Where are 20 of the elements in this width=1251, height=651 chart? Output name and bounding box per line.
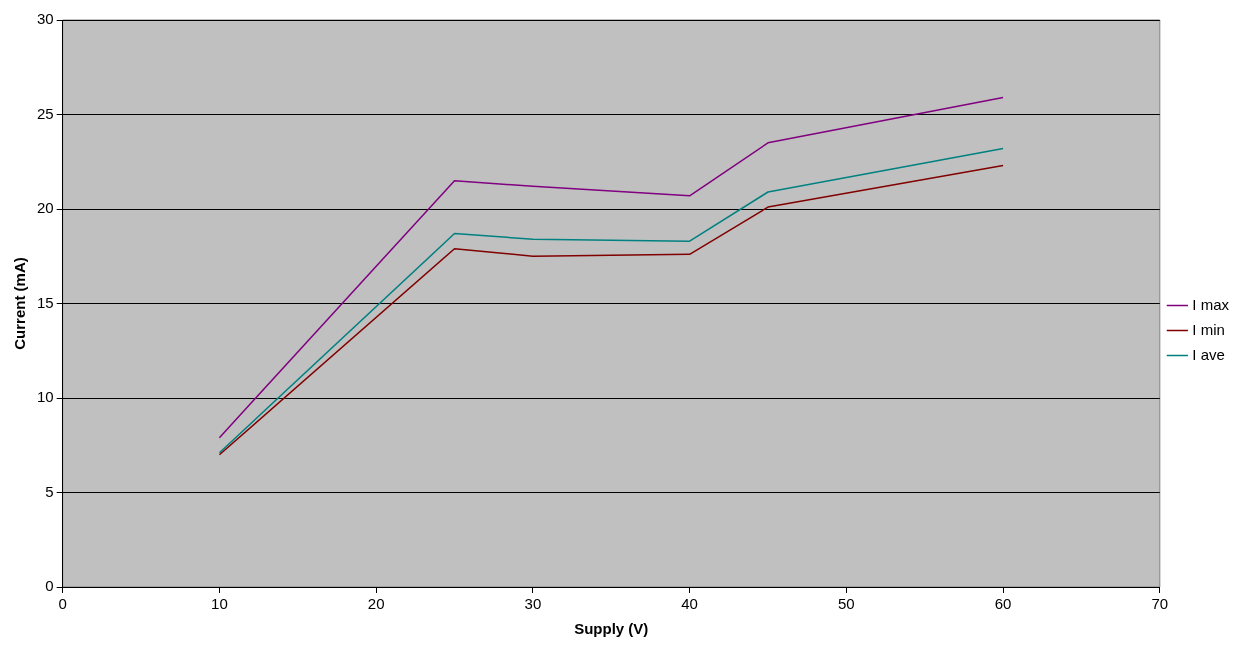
y-tick-label: 15 bbox=[37, 293, 54, 311]
y-tick-label: 30 bbox=[37, 10, 54, 28]
x-tick-label: 0 bbox=[58, 595, 67, 613]
x-tick-label: 70 bbox=[1151, 595, 1169, 613]
legend-label: I max bbox=[1192, 295, 1230, 313]
x-tick-label: 40 bbox=[681, 595, 698, 613]
y-tick-label: 20 bbox=[37, 199, 54, 217]
y-tick-label: 25 bbox=[37, 104, 54, 122]
x-tick-label: 20 bbox=[367, 595, 385, 613]
x-tick-label: 10 bbox=[211, 595, 228, 613]
y-axis-title: Current (mA) bbox=[11, 257, 29, 350]
y-tick-label: 0 bbox=[45, 577, 54, 595]
y-tick-label: 10 bbox=[37, 388, 54, 406]
x-tick-label: 30 bbox=[524, 595, 542, 613]
legend-label: I ave bbox=[1192, 345, 1225, 363]
y-tick-label: 5 bbox=[45, 482, 54, 500]
x-axis-title: Supply (V) bbox=[574, 620, 649, 638]
x-tick-label: 50 bbox=[838, 595, 855, 613]
x-tick-label: 60 bbox=[994, 595, 1012, 613]
legend-label: I min bbox=[1192, 320, 1225, 338]
